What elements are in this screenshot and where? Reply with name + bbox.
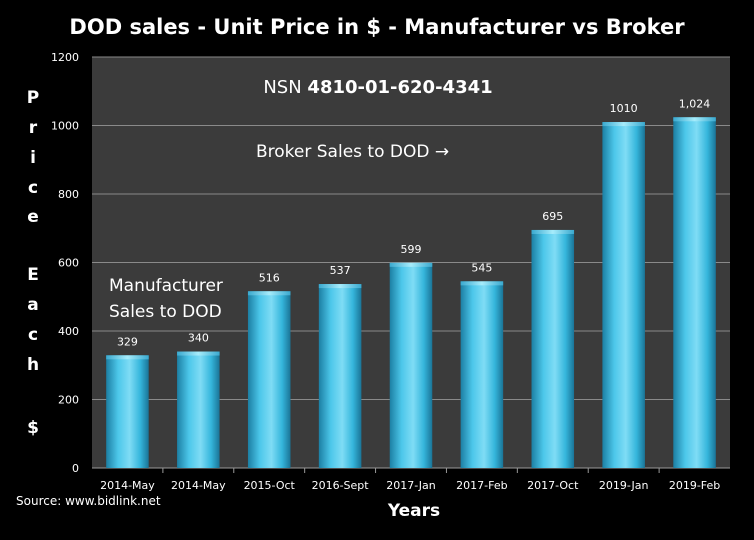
manufacturer-annotation-line1: Manufacturer <box>109 276 223 296</box>
y-tick-label: 0 <box>72 462 79 475</box>
data-label: 1,024 <box>679 97 711 110</box>
x-axis-ticks: 2014-May 2014-May 2015-Oct 2016-Sept 2017-Ja… <box>100 468 720 492</box>
bar-cap <box>602 122 645 127</box>
data-labels: 329 340 516 537 599 545 695 1010 1,024 <box>117 97 710 348</box>
y-axis-label-char: i <box>30 148 36 168</box>
bar-cap <box>389 262 433 267</box>
manufacturer-annotation-line2: Sales to DOD <box>109 302 222 322</box>
y-tick-label: 400 <box>58 325 79 338</box>
nsn-number: 4810-01-620-4341 <box>307 77 492 98</box>
nsn-annotation: NSN 4810-01-620-4341 <box>263 77 492 98</box>
bar-cap <box>673 117 716 122</box>
data-label: 516 <box>259 271 280 284</box>
bar-cap <box>247 291 291 296</box>
x-tick-label: 2017-Oct <box>527 479 579 492</box>
x-tick-label: 2019-Feb <box>669 479 720 492</box>
data-label: 599 <box>401 243 422 256</box>
bar-cap <box>531 229 575 234</box>
x-tick-label: 2017-Jan <box>386 479 436 492</box>
bars <box>106 117 716 468</box>
data-label: 695 <box>542 210 563 223</box>
y-axis-label-char: e <box>27 207 39 227</box>
y-axis-label-char: a <box>27 295 38 315</box>
y-axis-label-char: E <box>27 265 39 285</box>
bar <box>389 262 433 468</box>
y-axis-label-char: $ <box>27 418 39 438</box>
y-tick-label: 800 <box>58 188 79 201</box>
y-tick-label: 600 <box>58 257 79 270</box>
x-tick-label: 2017-Feb <box>456 479 507 492</box>
bar-cap <box>177 351 220 356</box>
y-tick-label: 1000 <box>51 120 79 133</box>
bar <box>602 122 645 468</box>
broker-annotation: Broker Sales to DOD → <box>256 142 449 162</box>
bar <box>531 229 575 468</box>
bar <box>247 291 291 468</box>
bar-cap <box>106 355 149 360</box>
bar <box>460 281 504 468</box>
bar <box>106 355 149 468</box>
y-tick-label: 200 <box>58 394 79 407</box>
bar <box>177 351 220 468</box>
x-axis-label: Years <box>387 501 440 521</box>
y-axis-label-char: c <box>28 178 38 198</box>
x-tick-label: 2019-Jan <box>599 479 649 492</box>
y-axis-label-char: P <box>27 88 39 108</box>
x-tick-label: 2014-May <box>100 479 155 492</box>
data-label: 329 <box>117 335 138 348</box>
y-tick-label: 1200 <box>51 51 79 64</box>
data-label: 340 <box>188 332 209 345</box>
data-label: 537 <box>330 264 351 277</box>
bar-cap <box>460 281 504 286</box>
bar-cap <box>318 284 362 289</box>
data-label: 1010 <box>610 102 638 115</box>
data-label: 545 <box>471 261 492 274</box>
bar <box>673 117 716 468</box>
chart-title: DOD sales - Unit Price in $ - Manufactur… <box>69 15 685 39</box>
x-tick-label: 2014-May <box>171 479 226 492</box>
y-axis-ticks: 0 200 400 600 800 1000 1200 <box>51 51 79 475</box>
y-axis-label-char: h <box>27 355 39 375</box>
y-axis-label-char: c <box>28 325 38 345</box>
y-axis-label-char: r <box>29 118 38 138</box>
x-tick-label: 2016-Sept <box>312 479 370 492</box>
x-tick-label: 2015-Oct <box>244 479 296 492</box>
source-text: Source: www.bidlink.net <box>16 494 161 508</box>
nsn-prefix: NSN <box>263 77 307 98</box>
bar <box>318 284 362 468</box>
